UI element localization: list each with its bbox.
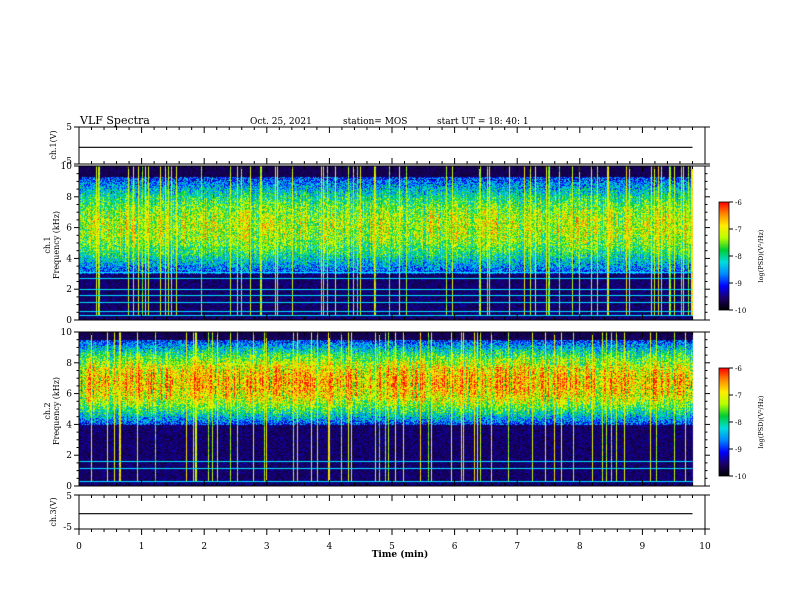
colorbar-tick-label: -9 [735, 446, 742, 454]
ch2-spectrogram-canvas [79, 332, 705, 486]
time-axis-tick-label: 4 [327, 542, 333, 552]
ch1-colorbar-ticks: -6 -7 -8 -9 -10 [729, 199, 746, 315]
figure-title: VLF Spectra [79, 114, 150, 127]
frequency-axis-tick-label: 4 [66, 254, 72, 264]
frequency-axis-tick-label: 10 [61, 328, 73, 338]
ch2-ylabel-frequency: Frequency (kHz) [52, 377, 61, 445]
time-axis: 0 1 2 3 4 5 6 7 8 9 10 [76, 529, 711, 552]
colorbar-tick-label: -7 [735, 226, 742, 234]
colorbar-tick-label: -10 [735, 307, 746, 315]
frequency-axis-tick-label: 2 [66, 285, 72, 295]
time-axis-tick-label: 0 [76, 542, 82, 552]
ch1-voltage-ylabel: ch.1(V) [49, 130, 58, 159]
ch2-ylabel-channel: ch.2 [43, 402, 52, 419]
ch1-spectrogram-canvas [79, 166, 705, 320]
ch2-frequency-ticks: 0 2 4 6 8 10 [61, 328, 710, 492]
ch2-spectrogram-panel: 0 2 4 6 8 10 ch.2 Frequency (kHz) [43, 328, 710, 492]
ch1-frequency-ticks: 0 2 4 6 8 10 [61, 162, 710, 326]
frequency-axis-tick-label: 0 [66, 316, 72, 326]
ch1-voltage-tick-bottom: -5 [63, 157, 72, 167]
time-axis-label: Time (min) [372, 549, 429, 560]
colorbar-tick-label: -6 [735, 365, 742, 373]
ch3-voltage-ylabel: ch.3(V) [49, 497, 58, 526]
ch2-colorbar-label: log(PSD)(V²/Hz) [757, 395, 765, 448]
time-gridline-ticks [78, 127, 706, 501]
frequency-axis-tick-label: 4 [66, 420, 72, 430]
ch2-colorbar-ticks: -6 -7 -8 -9 -10 [729, 365, 746, 481]
frequency-axis-tick-label: 2 [66, 451, 72, 461]
station-label: station= MOS [343, 117, 407, 127]
time-axis-tick-label: 2 [201, 542, 207, 552]
time-axis-tick-label: 1 [139, 542, 145, 552]
ch1-voltage-panel: 5 -5 ch.1(V) [49, 123, 710, 167]
ch1-spectrogram-panel: 0 2 4 6 8 10 ch.1 Frequency (kHz) [43, 162, 710, 326]
ch3-voltage-tick-bottom: -5 [63, 523, 72, 533]
ch1-voltage-ticks [74, 126, 710, 165]
ch1-colorbar: -6 -7 -8 -9 -10 log(PSD)(V²/Hz) [718, 199, 765, 315]
time-axis-tick-label: 8 [577, 542, 583, 552]
frequency-axis-tick-label: 0 [66, 482, 72, 492]
frequency-axis-tick-label: 8 [66, 359, 72, 369]
frequency-axis-tick-label: 6 [66, 224, 72, 234]
frequency-axis-tick-label: 8 [66, 193, 72, 203]
ch1-voltage-frame [78, 126, 706, 165]
colorbar-tick-label: -8 [735, 253, 742, 261]
ch1-colorbar-label: log(PSD)(V²/Hz) [757, 229, 765, 282]
frequency-axis-tick-label: 6 [66, 390, 72, 400]
ch3-voltage-panel: 5 -5 ch.3(V) [49, 492, 710, 533]
ch1-colorbar-gradient [718, 201, 730, 311]
date-label: Oct. 25, 2021 [250, 117, 312, 127]
ch2-colorbar-gradient [718, 367, 730, 477]
colorbar-tick-label: -8 [735, 419, 742, 427]
ch1-voltage-tick-top: 5 [66, 123, 72, 133]
colorbar-tick-label: -7 [735, 392, 742, 400]
frequency-axis-tick-label: 10 [61, 162, 73, 172]
time-axis-tick-label: 5 [389, 542, 395, 552]
ch3-voltage-ticks [74, 494, 710, 530]
time-axis-tick-label: 9 [640, 542, 646, 552]
ch1-ylabel-channel: ch.1 [43, 236, 52, 253]
colorbar-tick-label: -10 [735, 473, 746, 481]
time-axis-tick-label: 10 [699, 542, 711, 552]
time-axis-tick-label: 7 [514, 542, 520, 552]
colorbar-tick-label: -6 [735, 199, 742, 207]
ch3-voltage-tick-top: 5 [66, 492, 72, 502]
ch1-ylabel-frequency: Frequency (kHz) [52, 211, 61, 279]
ch2-colorbar: -6 -7 -8 -9 -10 log(PSD)(V²/Hz) [718, 365, 765, 481]
time-axis-tick-label: 6 [452, 542, 458, 552]
time-axis-tick-label: 3 [264, 542, 270, 552]
colorbar-tick-label: -9 [735, 280, 742, 288]
start-time-label: start UT = 18: 40: 1 [437, 117, 529, 127]
